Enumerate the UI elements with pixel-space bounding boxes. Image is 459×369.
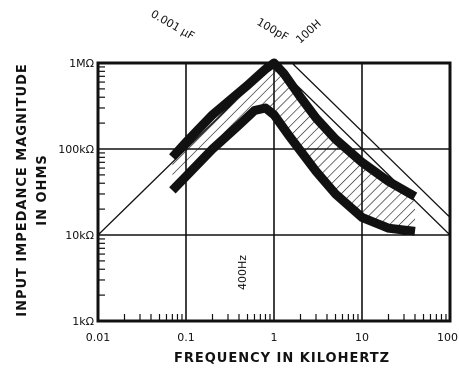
- y-tick-label: 100kΩ: [58, 143, 94, 156]
- x-tick-labels: 0.01 0.1 1 10 100: [86, 331, 458, 344]
- x-axis-label: FREQUENCY IN KILOHERTZ: [174, 351, 390, 366]
- reference-line-capacitor-100pF: [273, 63, 450, 236]
- upper-bound-curve: [169, 58, 418, 201]
- annotation-cap-large: 100pF: [255, 15, 291, 43]
- x-tick-label: 0.01: [86, 331, 111, 344]
- y-tick-label: 1MΩ: [69, 57, 94, 70]
- y-tick-labels: 1kΩ 10kΩ 100kΩ 1MΩ: [58, 57, 94, 328]
- y-axis-label: INPUT IMPEDANCE MAGNITUDE: [15, 63, 30, 317]
- x-tick-label: 1: [271, 331, 278, 344]
- series-curves: [169, 58, 418, 236]
- annotation-inductor: 100H: [293, 17, 323, 46]
- plot-frame: [96, 61, 452, 323]
- annotation-freq-marker: 400Hz: [236, 255, 249, 290]
- y-tick-label: 10kΩ: [65, 229, 94, 242]
- lower-bound-curve: [169, 103, 416, 236]
- annotation-cap-small: 0.001 μF: [149, 7, 197, 42]
- reference-line-inductor-100H: [291, 63, 450, 218]
- x-tick-label: 0.1: [177, 331, 195, 344]
- y-axis-label-units: IN OHMS: [35, 154, 50, 225]
- y-tick-label: 1kΩ: [72, 315, 94, 328]
- impedance-band: [172, 63, 415, 232]
- x-tick-label: 10: [355, 331, 369, 344]
- x-tick-label: 100: [437, 331, 458, 344]
